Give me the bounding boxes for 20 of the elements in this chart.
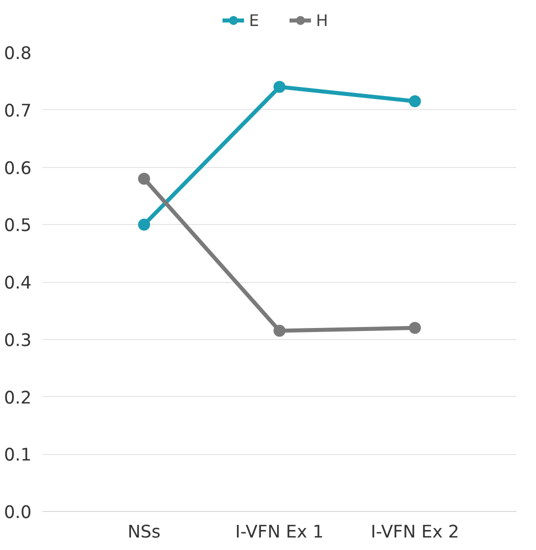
point xyxy=(408,322,421,334)
x-tick-label: NSs xyxy=(128,522,161,542)
legend-label: H xyxy=(316,10,330,30)
y-tick-label: 0.0 xyxy=(4,503,32,523)
legend-label: E xyxy=(249,10,260,30)
point xyxy=(274,80,286,93)
y-tick-label: 0.4 xyxy=(4,274,32,294)
point xyxy=(138,218,150,231)
x-tick-label: I-VFN Ex 1 xyxy=(235,522,324,542)
y-tick-label: 0.1 xyxy=(4,446,32,466)
y-tick-label: 0.2 xyxy=(4,388,32,408)
y-tick-label: 0.3 xyxy=(4,330,32,351)
y-tick-label: 0.6 xyxy=(4,158,32,179)
y-tick-label: 0.8 xyxy=(4,44,32,64)
point xyxy=(138,172,150,185)
x-tick-label: I-VFN Ex 2 xyxy=(370,522,460,542)
y-tick-label: 0.7 xyxy=(4,101,32,122)
y-tick-label: 0.5 xyxy=(4,216,32,236)
point xyxy=(274,324,286,337)
point xyxy=(408,95,421,108)
